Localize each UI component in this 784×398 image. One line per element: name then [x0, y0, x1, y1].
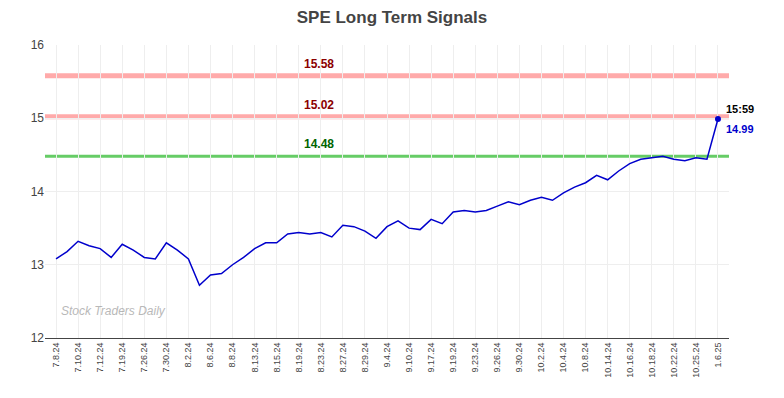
- svg-text:10.18.24: 10.18.24: [647, 343, 657, 378]
- svg-text:9.19.24: 9.19.24: [448, 343, 458, 373]
- svg-text:1.6.25: 1.6.25: [713, 343, 723, 368]
- svg-text:10.22.24: 10.22.24: [669, 343, 679, 378]
- svg-text:10.25.24: 10.25.24: [691, 343, 701, 378]
- svg-text:9.4.24: 9.4.24: [382, 343, 392, 368]
- svg-text:9.17.24: 9.17.24: [426, 343, 436, 373]
- svg-text:7.12.24: 7.12.24: [95, 343, 105, 373]
- svg-text:14: 14: [31, 185, 45, 199]
- svg-text:8.19.24: 8.19.24: [294, 343, 304, 373]
- svg-text:8.6.24: 8.6.24: [205, 343, 215, 368]
- svg-text:16: 16: [31, 38, 45, 52]
- svg-text:8.2.24: 8.2.24: [183, 343, 193, 368]
- svg-text:7.8.24: 7.8.24: [51, 343, 61, 368]
- svg-text:14.99: 14.99: [726, 123, 754, 135]
- svg-text:7.10.24: 7.10.24: [73, 343, 83, 373]
- svg-text:9.23.24: 9.23.24: [470, 343, 480, 373]
- svg-text:10.16.24: 10.16.24: [625, 343, 635, 378]
- svg-text:9.10.24: 9.10.24: [404, 343, 414, 373]
- svg-text:15: 15: [31, 111, 45, 125]
- svg-text:8.8.24: 8.8.24: [227, 343, 237, 368]
- svg-text:15.58: 15.58: [304, 57, 334, 71]
- svg-text:10.4.24: 10.4.24: [558, 343, 568, 373]
- svg-text:10.8.24: 10.8.24: [581, 343, 591, 373]
- svg-text:9.26.24: 9.26.24: [492, 343, 502, 373]
- svg-text:7.30.24: 7.30.24: [161, 343, 171, 373]
- svg-text:12: 12: [31, 331, 45, 345]
- svg-text:13: 13: [31, 258, 45, 272]
- svg-text:15:59: 15:59: [726, 103, 754, 115]
- svg-text:8.13.24: 8.13.24: [250, 343, 260, 373]
- svg-text:10.2.24: 10.2.24: [536, 343, 546, 373]
- svg-text:7.19.24: 7.19.24: [117, 343, 127, 373]
- svg-text:Stock Traders Daily: Stock Traders Daily: [61, 304, 166, 318]
- svg-text:8.15.24: 8.15.24: [272, 343, 282, 373]
- svg-text:8.29.24: 8.29.24: [360, 343, 370, 373]
- svg-text:15.02: 15.02: [304, 98, 334, 112]
- svg-text:14.48: 14.48: [304, 137, 334, 151]
- svg-text:8.27.24: 8.27.24: [338, 343, 348, 373]
- svg-text:7.26.24: 7.26.24: [139, 343, 149, 373]
- svg-text:9.30.24: 9.30.24: [514, 343, 524, 373]
- svg-text:8.23.24: 8.23.24: [316, 343, 326, 373]
- svg-text:SPE Long Term Signals: SPE Long Term Signals: [297, 8, 488, 27]
- svg-text:10.14.24: 10.14.24: [603, 343, 613, 378]
